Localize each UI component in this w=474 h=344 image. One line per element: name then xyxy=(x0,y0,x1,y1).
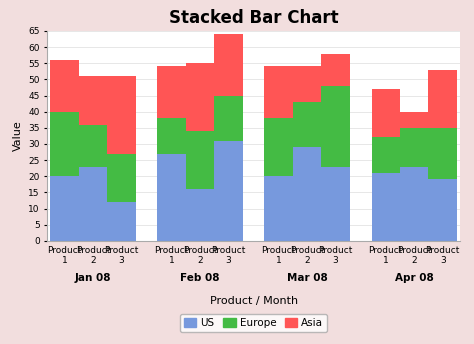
Legend: US, Europe, Asia: US, Europe, Asia xyxy=(180,314,328,332)
Bar xyxy=(107,76,136,154)
Bar xyxy=(157,154,186,241)
Bar xyxy=(372,173,400,241)
Text: Mar 08: Mar 08 xyxy=(287,273,328,283)
Bar xyxy=(428,128,457,180)
Text: Jan 08: Jan 08 xyxy=(75,273,111,283)
Bar xyxy=(321,166,350,241)
Bar xyxy=(321,54,350,86)
Bar xyxy=(264,118,293,176)
Bar xyxy=(186,189,214,241)
Bar xyxy=(107,154,136,202)
Bar xyxy=(186,63,214,131)
Bar xyxy=(186,131,214,189)
Bar xyxy=(50,112,79,176)
Title: Stacked Bar Chart: Stacked Bar Chart xyxy=(169,9,338,26)
Bar xyxy=(400,128,428,166)
Bar xyxy=(50,176,79,241)
Bar xyxy=(400,112,428,128)
Bar xyxy=(264,176,293,241)
Bar xyxy=(79,76,107,125)
X-axis label: Product / Month: Product / Month xyxy=(210,295,298,305)
Bar xyxy=(293,66,321,102)
Bar xyxy=(428,70,457,128)
Bar xyxy=(157,66,186,118)
Bar xyxy=(107,202,136,241)
Bar xyxy=(372,138,400,173)
Bar xyxy=(400,166,428,241)
Bar xyxy=(372,89,400,138)
Bar xyxy=(79,125,107,166)
Bar xyxy=(214,96,243,141)
Bar xyxy=(428,180,457,241)
Bar xyxy=(214,141,243,241)
Bar xyxy=(157,118,186,154)
Bar xyxy=(293,102,321,147)
Bar xyxy=(79,166,107,241)
Text: Feb 08: Feb 08 xyxy=(180,273,220,283)
Bar xyxy=(214,34,243,96)
Bar xyxy=(264,66,293,118)
Bar xyxy=(293,147,321,241)
Bar xyxy=(321,86,350,166)
Y-axis label: Value: Value xyxy=(13,120,23,151)
Bar xyxy=(50,60,79,112)
Text: Apr 08: Apr 08 xyxy=(395,273,434,283)
